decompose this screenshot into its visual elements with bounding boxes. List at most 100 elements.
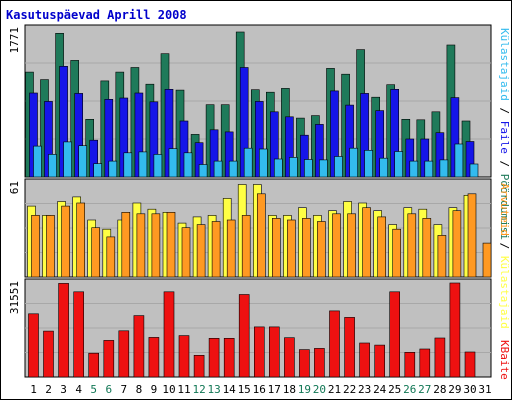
bar-kbaite-day-11 xyxy=(178,335,190,378)
bar-k-lastajaid-day-13 xyxy=(213,160,223,178)
bar-kbaite-day-1 xyxy=(28,313,39,378)
legend-separator: / xyxy=(498,154,511,174)
x-tick-label-day-7: 7 xyxy=(120,383,127,396)
bar-arvuteid-day-7 xyxy=(121,212,131,278)
legend-kbaite: KBaite xyxy=(498,340,511,380)
bar-k-lastajaid-day-28 xyxy=(439,159,449,178)
x-tick-label-day-29: 29 xyxy=(448,383,461,396)
bar-kbaite-day-25 xyxy=(389,291,401,378)
bar-kbaite-day-4 xyxy=(73,291,84,378)
legend-k-lastajaid: Külastajaid xyxy=(498,256,511,329)
bar-k-lastajaid-day-22 xyxy=(349,147,358,178)
bar-arvuteid-day-20 xyxy=(317,221,326,278)
panel-middle: 61 xyxy=(8,178,492,278)
x-tick-label-day-27: 27 xyxy=(418,383,431,396)
x-tick-label-day-23: 23 xyxy=(358,383,371,396)
chart-panels: 1771 61 31551 xyxy=(8,24,492,378)
bar-k-lastajaid-day-21 xyxy=(334,156,343,178)
bar-arvuteid-day-16 xyxy=(256,193,266,278)
bar-kbaite-day-14 xyxy=(223,337,235,378)
x-tick-label-day-22: 22 xyxy=(343,383,356,396)
x-tick-label-day-5: 5 xyxy=(90,383,97,396)
x-tick-label-day-8: 8 xyxy=(136,383,143,396)
panel-bottom: 31551 xyxy=(8,278,492,378)
bar-k-lastajaid-day-24 xyxy=(379,157,389,178)
bar-k-lastajaid-day-3 xyxy=(63,141,72,178)
bar-arvuteid-day-8 xyxy=(136,213,146,278)
bar-arvuteid-day-31 xyxy=(482,242,492,278)
bar-arvuteid-day-12 xyxy=(196,224,206,278)
bar-arvuteid-day-2 xyxy=(46,215,55,278)
bar-k-lastajaid-day-27 xyxy=(424,160,434,178)
x-tick-label-day-17: 17 xyxy=(268,383,281,396)
bar-k-lastajaid-day-7 xyxy=(123,152,133,178)
legend-separator: / xyxy=(498,101,511,121)
x-tick-label-day-11: 11 xyxy=(177,383,190,396)
legend-label-group: Külastajaid / Faile / Pöördumisi xyxy=(498,28,511,240)
bar-k-lastajaid-day-6 xyxy=(108,160,118,178)
bar-kbaite-day-20 xyxy=(314,348,325,378)
x-tick-label-day-31: 31 xyxy=(478,383,491,396)
panel-top: 1771 xyxy=(8,24,492,178)
bar-kbaite-day-15 xyxy=(238,294,250,378)
bar-k-lastajaid-day-19 xyxy=(304,159,313,178)
bar-arvuteid-day-14 xyxy=(226,219,236,278)
bar-kbaite-day-12 xyxy=(193,354,205,378)
bar-k-lastajaid-day-16 xyxy=(258,148,268,178)
bar-k-lastajaid-day-12 xyxy=(198,164,208,178)
bar-kbaite-day-10 xyxy=(163,291,175,378)
bar-kbaite-day-28 xyxy=(434,337,446,378)
bar-arvuteid-day-23 xyxy=(362,207,371,278)
bar-arvuteid-day-5 xyxy=(91,227,100,278)
x-tick-label-day-21: 21 xyxy=(328,383,341,396)
bar-k-lastajaid-day-11 xyxy=(183,152,193,178)
bar-arvuteid-day-21 xyxy=(332,213,341,278)
bar-k-lastajaid-day-4 xyxy=(78,145,87,178)
bar-arvuteid-day-22 xyxy=(347,213,356,278)
bar-k-lastajaid-day-1 xyxy=(33,145,42,178)
bar-kbaite-day-24 xyxy=(374,344,386,378)
bar-kbaite-day-22 xyxy=(344,317,355,378)
bar-arvuteid-day-29 xyxy=(452,210,462,278)
x-tick-label-day-14: 14 xyxy=(223,383,237,396)
bar-arvuteid-day-30 xyxy=(467,193,477,278)
x-tick-label-day-1: 1 xyxy=(30,383,37,396)
x-tick-label-day-19: 19 xyxy=(298,383,311,396)
x-axis-labels: 1 2 3 4 5 6 7 8 9 10 11 12 13 14 15 16 17 18 19 20 21 22 23 24 2… xyxy=(30,383,491,396)
bar-arvuteid-day-6 xyxy=(106,236,116,278)
bar-kbaite-day-3 xyxy=(58,283,69,378)
x-tick-label-day-3: 3 xyxy=(60,383,67,396)
bar-arvuteid-day-17 xyxy=(271,218,281,278)
y-axis-max-label: 61 xyxy=(8,181,21,194)
bar-kbaite-day-2 xyxy=(43,330,54,378)
bar-arvuteid-day-27 xyxy=(422,218,432,278)
bar-k-lastajaid-day-17 xyxy=(273,158,283,178)
bar-arvuteid-day-15 xyxy=(241,215,251,278)
y-axis-max-label: 1771 xyxy=(8,27,21,54)
bar-arvuteid-day-24 xyxy=(377,216,387,278)
bar-k-lastajaid-day-2 xyxy=(48,154,57,178)
x-tick-label-day-10: 10 xyxy=(162,383,175,396)
x-tick-label-day-25: 25 xyxy=(388,383,401,396)
bar-k-lastajaid-day-5 xyxy=(93,163,102,178)
x-tick-label-day-26: 26 xyxy=(403,383,416,396)
bar-kbaite-day-18 xyxy=(284,337,295,378)
bar-k-lastajaid-day-26 xyxy=(409,160,419,178)
x-tick-label-day-18: 18 xyxy=(283,383,296,396)
x-tick-label-day-13: 13 xyxy=(207,383,220,396)
legend-p-rdumisi: Pöördumisi xyxy=(498,174,511,240)
x-tick-label-day-6: 6 xyxy=(105,383,112,396)
x-tick-label-day-28: 28 xyxy=(433,383,446,396)
x-tick-label-day-15: 15 xyxy=(238,383,251,396)
bar-k-lastajaid-day-14 xyxy=(228,160,238,178)
x-tick-label-day-30: 30 xyxy=(463,383,476,396)
bar-k-lastajaid-day-23 xyxy=(364,150,373,178)
bar-kbaite-day-16 xyxy=(254,326,265,378)
x-tick-label-day-9: 9 xyxy=(151,383,158,396)
legend-separator: / xyxy=(498,236,511,256)
legend-label-group: Arvuteid / Külastajaid xyxy=(498,183,511,329)
bar-k-lastajaid-day-20 xyxy=(319,159,328,178)
legend-faile: Faile xyxy=(498,121,511,154)
bar-k-lastajaid-day-29 xyxy=(454,143,464,178)
bar-kbaite-day-5 xyxy=(88,352,99,378)
